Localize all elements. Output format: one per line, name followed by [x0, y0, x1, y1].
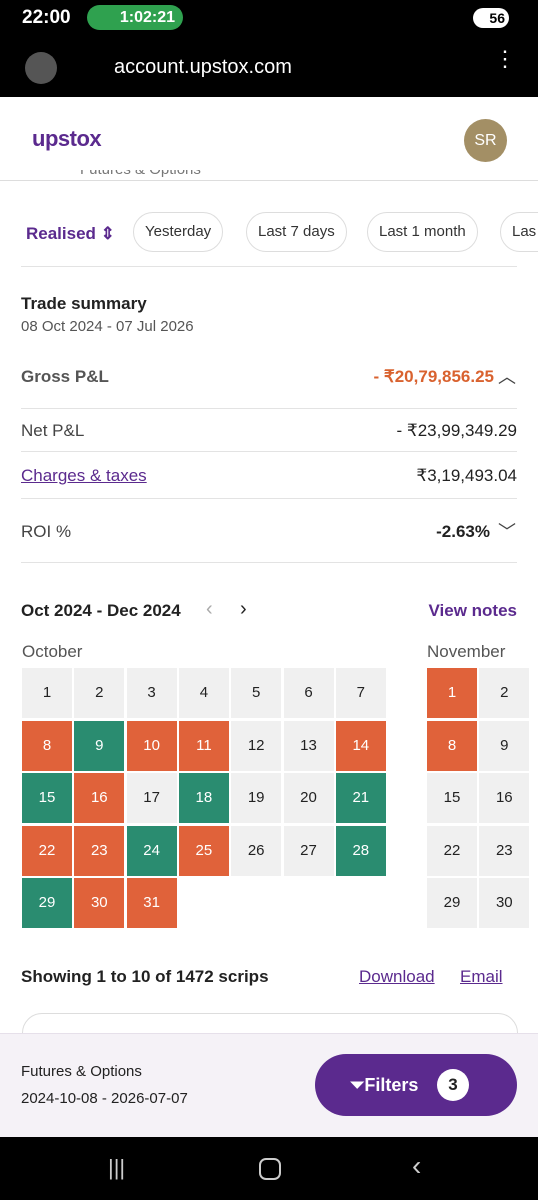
day-cell[interactable]: 28	[335, 825, 386, 876]
day-cell[interactable]: 8	[427, 720, 477, 771]
day-cell[interactable]: 17	[126, 773, 177, 823]
tab: Realised	[26, 224, 96, 243]
day-cell[interactable]: 24	[126, 825, 177, 876]
day-cell[interactable]: 1	[22, 668, 72, 718]
notes-link[interactable]: View notes	[428, 601, 518, 620]
row-value: ₹3,19,493.04	[416, 466, 517, 485]
divider	[21, 266, 517, 267]
day-cell[interactable]: 31	[126, 878, 177, 928]
day-cell[interactable]: 3	[126, 668, 177, 718]
day-cell[interactable]: 15	[22, 773, 72, 823]
day-cell[interactable]: 29	[427, 878, 477, 928]
avatar[interactable]: SR	[464, 119, 507, 162]
day-cell[interactable]: 16	[74, 773, 125, 823]
day-cell[interactable]: 20	[283, 773, 334, 823]
row-label: ROI %	[21, 522, 72, 541]
divider	[21, 498, 517, 499]
day-cell[interactable]: 30	[74, 878, 125, 928]
summary-dates: 08 Oct 2024 - 07 Jul 2026	[21, 318, 194, 335]
clock: 22:00	[22, 7, 71, 28]
close-button[interactable]	[25, 52, 57, 84]
day-cell[interactable]: 16	[479, 773, 530, 823]
day-cell[interactable]: 14	[335, 720, 386, 771]
download-link[interactable]: Download	[359, 967, 435, 986]
footer-dates: 2024-10-08 - 2026-07-07	[21, 1090, 188, 1107]
month-name: October	[22, 642, 83, 661]
segment-cut: Futures & Options	[80, 170, 201, 180]
url[interactable]: account.upstox.com	[114, 56, 292, 78]
day-cell[interactable]: 18	[178, 773, 229, 823]
filters-label: ⏷Filters	[350, 1075, 419, 1095]
filter-count: 3	[437, 1069, 469, 1101]
day-cell[interactable]: 26	[231, 825, 282, 876]
day-cell[interactable]: 6	[283, 668, 334, 718]
sort-dropdown[interactable]: Realised ⇕	[26, 224, 115, 243]
charges-link[interactable]: Charges & taxes	[21, 466, 147, 485]
home[interactable]	[259, 1158, 281, 1180]
segment: Futures & Options	[80, 170, 201, 179]
day-cell[interactable]: 15	[427, 773, 477, 823]
prev[interactable]: ‹	[206, 598, 213, 620]
summary-title: Trade summary	[21, 294, 147, 313]
next[interactable]: ›	[240, 598, 247, 620]
day-cell[interactable]: 21	[335, 773, 386, 823]
day-cell[interactable]: 22	[22, 825, 72, 876]
expand-icon[interactable]: ﹀	[498, 522, 516, 542]
divider	[21, 408, 517, 409]
day-cell[interactable]: 23	[74, 825, 125, 876]
day-cell[interactable]: 19	[231, 773, 282, 823]
divider	[0, 180, 538, 181]
recents[interactable]: |||	[108, 1155, 126, 1180]
calendar-range: Oct 2024 - Dec 2024	[21, 601, 181, 620]
day-cell[interactable]: 8	[22, 720, 72, 771]
day-cell[interactable]: 22	[427, 825, 477, 876]
day-cell[interactable]: 2	[74, 668, 125, 718]
tab[interactable]: Yesterday	[133, 212, 224, 252]
day-cell[interactable]: 1	[427, 668, 477, 718]
day-cell[interactable]: 13	[283, 720, 334, 771]
day-cell[interactable]: 9	[74, 720, 125, 771]
footer-segment: Futures & Options	[21, 1063, 142, 1080]
day-cell[interactable]: 11	[178, 720, 229, 771]
day-cell[interactable]: 10	[126, 720, 177, 771]
divider	[21, 451, 517, 452]
day-cell[interactable]: 4	[178, 668, 229, 718]
collapse-icon[interactable]: ︿	[498, 367, 516, 387]
row-label: Net P&L	[21, 421, 85, 440]
tab[interactable]: Last 7 days	[246, 212, 347, 252]
day-cell[interactable]: 25	[178, 825, 229, 876]
row-value: - ₹20,79,856.25	[373, 367, 494, 386]
tab[interactable]: Last 1 month	[367, 212, 478, 252]
back[interactable]: ‹	[412, 1150, 422, 1181]
day-cell[interactable]: 5	[231, 668, 282, 718]
day-cell[interactable]: 9	[479, 720, 530, 771]
results-count: Showing 1 to 10 of 1472 scrips	[21, 967, 269, 986]
call-chip[interactable]: 1:02:21	[87, 5, 183, 30]
day-cell[interactable]: 27	[283, 825, 334, 876]
month-name: November	[427, 642, 506, 661]
filters-text: Filters	[364, 1075, 419, 1095]
divider	[21, 562, 517, 563]
menu[interactable]: ⋮	[494, 46, 516, 71]
day-cell[interactable]: 2	[479, 668, 530, 718]
day-cell[interactable]: 12	[231, 720, 282, 771]
row-value: -2.63%	[436, 522, 490, 541]
day-cell[interactable]: 29	[22, 878, 72, 928]
day-cell[interactable]: 7	[335, 668, 386, 718]
tab[interactable]: Las	[500, 212, 538, 252]
nav-bar	[0, 1137, 538, 1200]
email-link[interactable]: Email	[460, 967, 503, 986]
filters-button[interactable]	[315, 1054, 517, 1116]
logo[interactable]: upstox	[32, 126, 102, 151]
battery: 56	[473, 8, 509, 28]
day-cell[interactable]: 23	[479, 825, 530, 876]
row-value: - ₹23,99,349.29	[396, 421, 517, 440]
row-label: Gross P&L	[21, 367, 109, 386]
top-bars	[0, 0, 538, 97]
day-cell[interactable]: 30	[479, 878, 530, 928]
